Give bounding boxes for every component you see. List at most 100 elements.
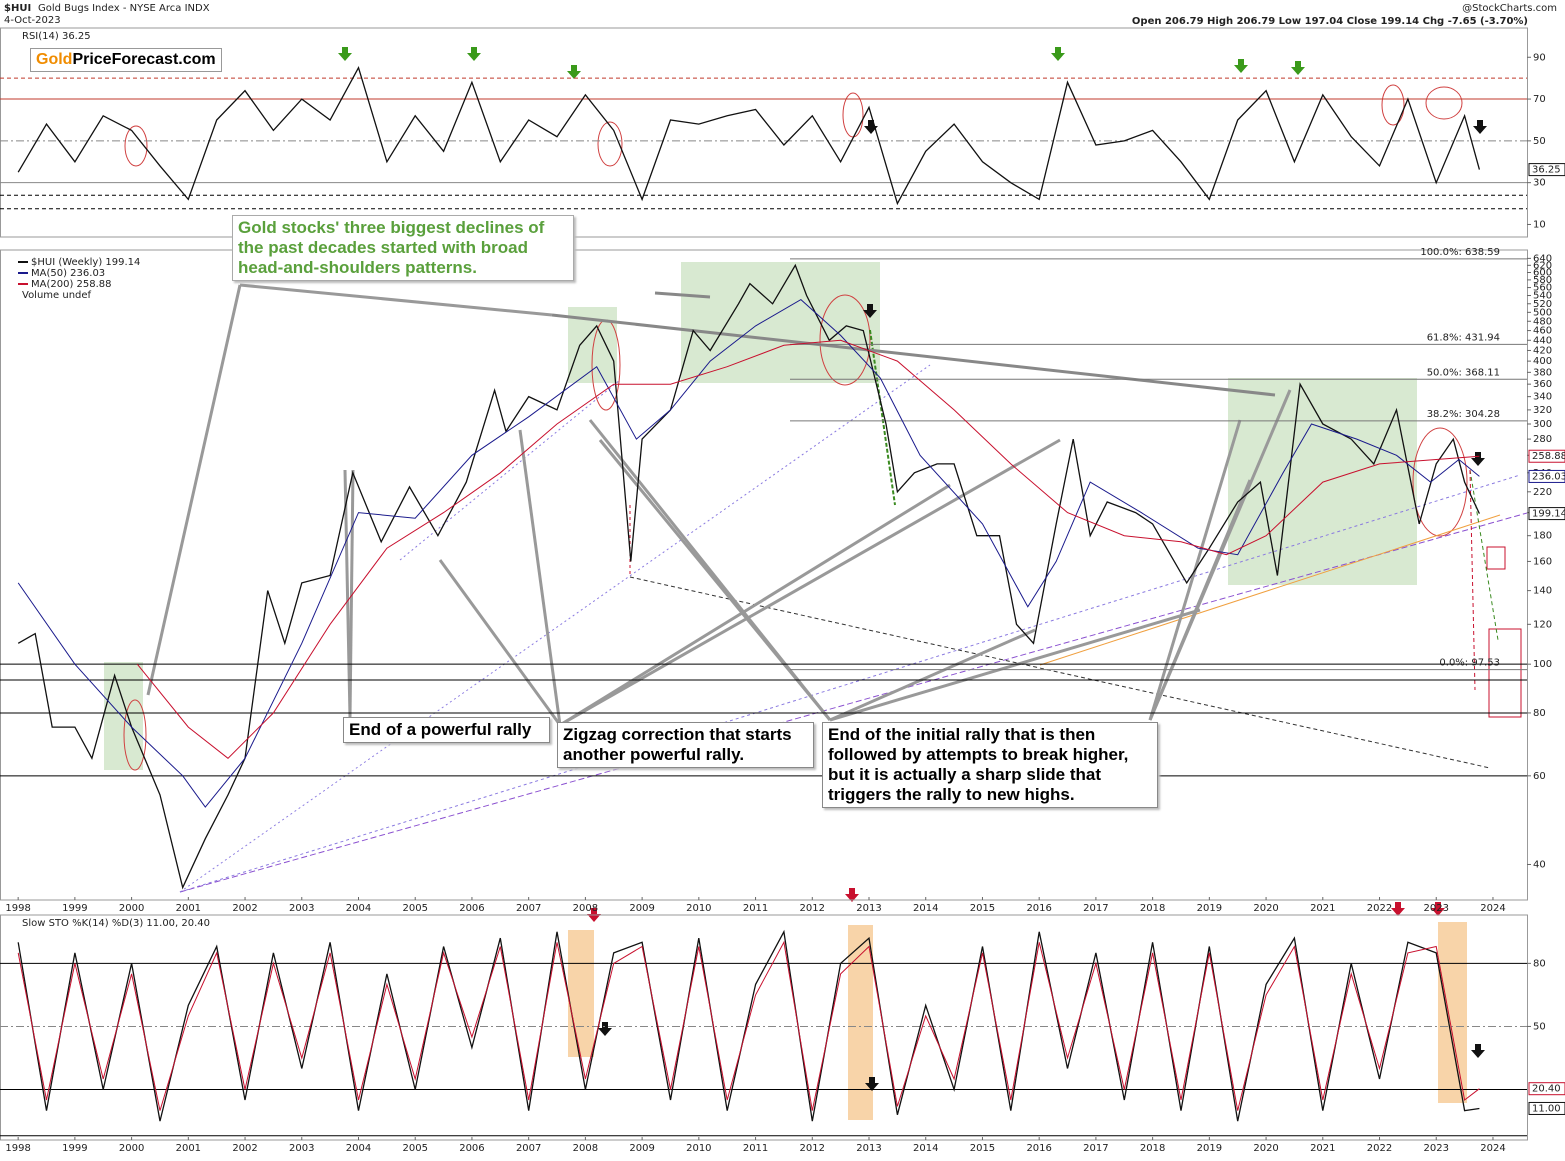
last-value-label: 199.14: [1532, 509, 1565, 520]
arrow: [1051, 47, 1065, 61]
y-tick-label: 180: [1533, 531, 1552, 542]
x-tick-label: 2022: [1367, 1143, 1392, 1154]
fib-label: 0.0%: 97.53: [1439, 658, 1500, 669]
arrow: [865, 1077, 879, 1091]
y-tick-label: 340: [1533, 392, 1552, 403]
x-tick-label: 2013: [856, 903, 881, 914]
y-tick-label: 120: [1533, 619, 1552, 630]
x-tick-label: 2020: [1253, 903, 1278, 914]
annotation: Zigzag correction that starts another po…: [557, 722, 814, 768]
x-tick-label: 2016: [1026, 1143, 1051, 1154]
last-value-label: 258.88: [1532, 451, 1565, 462]
x-tick-label: 2002: [232, 1143, 257, 1154]
arrow: [1473, 120, 1487, 134]
panel-frame: [0, 914, 1528, 1141]
x-tick-label: 2015: [970, 903, 995, 914]
x-tick-label: 2001: [176, 1143, 201, 1154]
arrow: [1391, 902, 1405, 916]
x-tick-label: 2010: [686, 903, 711, 914]
y-tick-label: 400: [1533, 356, 1552, 367]
y-tick-label: 50: [1533, 136, 1546, 147]
last-value-box: [1528, 449, 1565, 463]
y-tick-label: 140: [1533, 586, 1552, 597]
x-tick-label: 2018: [1140, 903, 1165, 914]
y-tick-label: 540: [1533, 291, 1552, 302]
arrow: [467, 47, 481, 61]
x-tick-label: 2005: [402, 903, 427, 914]
annotation: End of a powerful rally: [343, 717, 550, 743]
y-tick-label: 80: [1533, 958, 1546, 969]
x-tick-label: 2005: [402, 1143, 427, 1154]
y-tick-label: 440: [1533, 335, 1552, 346]
x-tick-label: 2017: [1083, 903, 1108, 914]
x-tick-label: 2006: [459, 903, 484, 914]
legend-entry: MA(200) 258.88: [31, 279, 112, 290]
x-tick-label: 2017: [1083, 1143, 1108, 1154]
highlight-regions: [104, 262, 1522, 1120]
x-tick-label: 2003: [289, 1143, 314, 1154]
y-tick-label: 40: [1533, 859, 1546, 870]
series-line: [17, 298, 1480, 808]
last-value-box: [1528, 507, 1565, 521]
y-tick-label: 380: [1533, 367, 1552, 378]
y-tick-label: 420: [1533, 345, 1552, 356]
x-tick-label: 2022: [1367, 903, 1392, 914]
series-line: [17, 940, 1480, 1111]
fib-label: 50.0%: 368.11: [1427, 367, 1500, 378]
y-tick-label: 580: [1533, 275, 1552, 286]
y-tick-label: 620: [1533, 260, 1552, 271]
x-tick-label: 2023: [1424, 1143, 1449, 1154]
arrow: [1234, 59, 1248, 73]
y-tick-label: 30: [1533, 178, 1546, 189]
y-tick-label: 160: [1533, 556, 1552, 567]
y-tick-label: 50: [1533, 1021, 1546, 1032]
y-tick-label: 90: [1533, 52, 1546, 63]
x-tick-label: 2024: [1480, 903, 1505, 914]
x-tick-label: 2002: [232, 903, 257, 914]
y-tick-label: 500: [1533, 307, 1552, 318]
arrow: [863, 304, 877, 318]
x-tick-label: 2021: [1310, 1143, 1335, 1154]
last-value-box: [1528, 1101, 1565, 1115]
logo: GoldPriceForecast.com: [30, 48, 222, 72]
fib-label: 100.0%: 638.59: [1420, 247, 1500, 258]
legend-entry: Volume undef: [22, 290, 92, 301]
x-tick-label: 2012: [800, 1143, 825, 1154]
x-tick-label: 1998: [5, 1143, 30, 1154]
x-tick-label: 2008: [573, 1143, 598, 1154]
x-tick-label: 2000: [119, 903, 144, 914]
x-tick-label: 2020: [1253, 1143, 1278, 1154]
last-value-label: 20.40: [1532, 1084, 1561, 1095]
series-line: [136, 339, 1480, 759]
arrow: [598, 1022, 612, 1036]
source: @StockCharts.com: [1462, 3, 1557, 14]
fib-label: 38.2%: 304.28: [1427, 409, 1500, 420]
series-line: [17, 929, 1480, 1122]
arrow: [567, 65, 581, 79]
arrow: [864, 120, 878, 134]
legend-entry: MA(50) 236.03: [31, 268, 105, 279]
arrows: [338, 47, 1487, 1091]
annotation: End of the initial rally that is then fo…: [822, 722, 1158, 808]
x-tick-label: 2007: [516, 1143, 541, 1154]
panel-frame: [0, 27, 1528, 238]
x-tick-label: 2024: [1480, 1143, 1505, 1154]
arrow: [1431, 902, 1445, 916]
x-tick-label: 2004: [346, 903, 371, 914]
x-tick-label: 2010: [686, 1143, 711, 1154]
y-tick-label: 10: [1533, 219, 1546, 230]
quote: Open 206.79 High 206.79 Low 197.04 Close…: [1132, 16, 1528, 27]
y-tick-label: 280: [1533, 434, 1552, 445]
y-tick-label: 600: [1533, 267, 1552, 278]
trend-lines: [179, 291, 1528, 893]
arrow: [1471, 1044, 1485, 1058]
x-tick-label: 1998: [5, 903, 30, 914]
last-value-box: [1528, 1082, 1565, 1096]
y-tick-label: 360: [1533, 379, 1552, 390]
y-tick-label: 320: [1533, 405, 1552, 416]
x-tick-label: 2016: [1026, 903, 1051, 914]
x-tick-label: 2018: [1140, 1143, 1165, 1154]
arrow: [1471, 452, 1485, 466]
